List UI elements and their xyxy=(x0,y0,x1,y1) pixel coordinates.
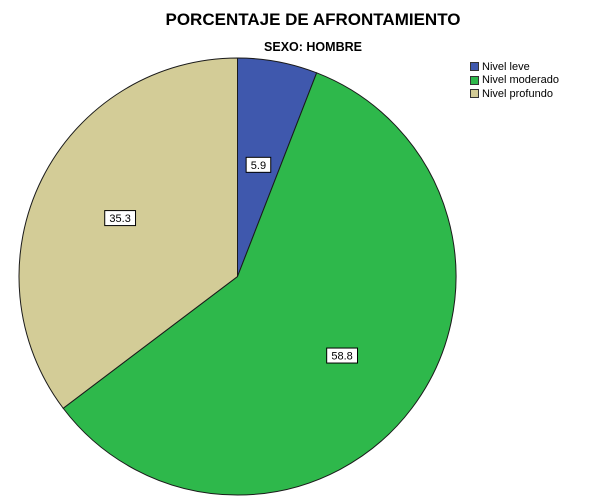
data-label-nivel-profundo: 35.3 xyxy=(104,210,137,227)
svg-text:35.3: 35.3 xyxy=(109,213,130,225)
legend-label-nivel-leve: Nivel leve xyxy=(482,60,530,73)
legend-swatch-nivel-profundo xyxy=(470,89,479,99)
svg-text:58.8: 58.8 xyxy=(331,351,352,363)
chart-subtitle: SEXO: HOMBRE xyxy=(264,40,362,54)
pie-slices xyxy=(18,57,457,496)
data-label-nivel-moderado: 58.8 xyxy=(326,347,358,364)
chart-legend: Nivel leve Nivel moderado Nivel profundo xyxy=(470,60,559,101)
legend-swatch-nivel-leve xyxy=(470,62,479,72)
svg-text:5.9: 5.9 xyxy=(251,160,266,172)
data-label-nivel-leve: 5.9 xyxy=(245,156,272,173)
legend-swatch-nivel-moderado xyxy=(470,75,479,85)
chart-title: PORCENTAJE DE AFRONTAMIENTO xyxy=(165,10,461,29)
legend-label-nivel-profundo: Nivel profundo xyxy=(482,87,553,100)
pie-data-labels: 5.9 58.8 35.3 xyxy=(104,156,358,364)
pie-slice-nivel-moderado xyxy=(62,72,457,496)
pie-slice-nivel-profundo xyxy=(18,57,238,409)
legend-label-nivel-moderado: Nivel moderado xyxy=(482,74,560,87)
legend-item-nivel-leve: Nivel leve xyxy=(470,60,559,74)
legend-item-nivel-moderado: Nivel moderado xyxy=(470,74,559,88)
legend-item-nivel-profundo: Nivel profundo xyxy=(470,87,559,101)
